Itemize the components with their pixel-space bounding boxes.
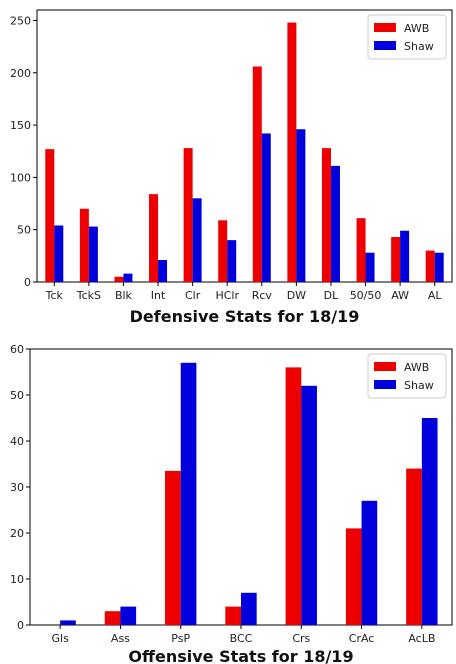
offensive-x-tick-label: PsP — [171, 632, 190, 645]
offensive-y-tick-label: 60 — [10, 343, 24, 356]
defensive-y-tick-label: 250 — [10, 14, 31, 27]
bar-awb-bcc — [225, 606, 241, 625]
bar-shaw-aw — [400, 230, 410, 282]
defensive-bars — [45, 22, 444, 283]
bar-awb-50-50 — [356, 218, 366, 282]
bar-awb-psp — [165, 470, 181, 625]
bar-shaw-bcc — [241, 592, 257, 625]
bar-shaw-aclb — [421, 418, 438, 625]
defensive-y-tick-label: 150 — [10, 119, 31, 132]
bar-shaw-clr — [192, 198, 202, 282]
defensive-legend-swatch-awb — [374, 23, 396, 32]
offensive-chart-title: Offensive Stats for 18/19 — [128, 647, 353, 664]
offensive-x-tick-label: Ass — [111, 632, 130, 645]
defensive-x-tick-label: AL — [428, 289, 443, 302]
offensive-y-tick-label: 50 — [10, 389, 24, 402]
defensive-x-tick-label: DW — [287, 289, 306, 302]
bar-awb-tck — [45, 149, 55, 282]
bar-shaw-crs — [301, 385, 317, 625]
bar-awb-int — [149, 194, 159, 282]
bar-shaw-rcv — [261, 133, 271, 282]
bar-shaw-int — [158, 260, 168, 282]
bar-awb-clr — [183, 148, 193, 282]
defensive-y-tick-label: 100 — [10, 171, 31, 184]
bar-shaw-al — [434, 252, 444, 282]
defensive-y-tick-label: 0 — [24, 276, 31, 289]
defensive-x-tick-label: AW — [391, 289, 409, 302]
defensive-legend: AWB Shaw — [367, 14, 447, 60]
offensive-bars — [60, 362, 438, 625]
defensive-x-tick-label: 50/50 — [350, 289, 382, 302]
bar-awb-aclb — [406, 468, 422, 625]
defensive-x-tick-label: Rcv — [252, 289, 273, 302]
bar-awb-hclr — [218, 220, 228, 282]
bar-awb-aw — [391, 237, 401, 282]
bar-awb-dl — [321, 148, 331, 282]
defensive-y-tick-label: 50 — [17, 224, 31, 237]
defensive-x-axis: Tck TckS Blk Int Clr HClr Rcv DW DL 50/50 AW AL — [45, 282, 443, 302]
offensive-y-tick-label: 30 — [10, 481, 24, 494]
defensive-x-tick-label: HClr — [215, 289, 239, 302]
bar-awb-ass — [104, 611, 121, 625]
offensive-legend: AWB Shaw — [367, 353, 447, 399]
bar-shaw-hclr — [227, 240, 237, 282]
bar-awb-crs — [285, 367, 302, 625]
bar-awb-al — [425, 250, 435, 282]
bar-shaw-blk — [123, 273, 133, 282]
offensive-legend-swatch-shaw — [374, 380, 396, 389]
defensive-legend-swatch-shaw — [374, 41, 396, 50]
defensive-x-tick-label: Tck — [45, 289, 64, 302]
defensive-x-tick-label: Blk — [115, 289, 133, 302]
offensive-y-axis: 0 10 20 30 40 50 60 — [10, 343, 30, 632]
offensive-x-axis: Gls Ass PsP BCC Crs CrAc AcLB — [51, 625, 435, 645]
offensive-legend-swatch-awb — [374, 362, 396, 371]
offensive-y-tick-label: 20 — [10, 527, 24, 540]
defensive-plot-frame — [36, 9, 453, 283]
offensive-x-tick-label: BCC — [230, 632, 253, 645]
bar-awb-dw — [287, 22, 297, 283]
bar-awb-blk — [114, 276, 124, 282]
bar-shaw-dw — [296, 129, 306, 282]
offensive-x-tick-label: Crs — [292, 632, 310, 645]
bar-awb-crac — [345, 528, 362, 625]
bar-shaw-dl — [330, 165, 340, 282]
defensive-chart-title: Defensive Stats for 18/19 — [130, 307, 360, 326]
bar-awb-rcv — [252, 66, 262, 282]
offensive-x-tick-label: CrAc — [349, 632, 375, 645]
bar-awb-tcks — [79, 208, 89, 282]
defensive-x-tick-label: DL — [324, 289, 339, 302]
offensive-stats-chart: 0 10 20 30 40 50 60 Gls Ass PsP BCC Crs CrAc AcLB AW… — [10, 343, 453, 664]
offensive-y-tick-label: 10 — [10, 573, 24, 586]
defensive-legend-label-awb: AWB — [404, 22, 429, 35]
bar-shaw-ass — [120, 606, 137, 625]
defensive-x-tick-label: Clr — [185, 289, 201, 302]
bar-shaw-50-50 — [365, 252, 375, 282]
bar-shaw-tcks — [88, 226, 98, 282]
defensive-x-tick-label: Int — [151, 289, 166, 302]
bar-shaw-crac — [361, 500, 378, 625]
defensive-stats-chart: 0 50 100 150 200 250 Tck TckS Blk Int Clr HClr Rcv D… — [10, 9, 453, 326]
offensive-legend-label-awb: AWB — [404, 361, 429, 374]
offensive-x-tick-label: Gls — [51, 632, 69, 645]
defensive-legend-label-shaw: Shaw — [404, 40, 434, 53]
offensive-y-tick-label: 0 — [17, 619, 24, 632]
offensive-y-tick-label: 40 — [10, 435, 24, 448]
defensive-x-tick-label: TckS — [76, 289, 101, 302]
offensive-legend-label-shaw: Shaw — [404, 379, 434, 392]
offensive-x-tick-label: AcLB — [408, 632, 435, 645]
defensive-y-tick-label: 200 — [10, 67, 31, 80]
bar-shaw-gls — [60, 620, 76, 625]
bar-shaw-psp — [180, 362, 197, 625]
defensive-y-axis: 0 50 100 150 200 250 — [10, 14, 37, 289]
bar-shaw-tck — [54, 225, 64, 282]
